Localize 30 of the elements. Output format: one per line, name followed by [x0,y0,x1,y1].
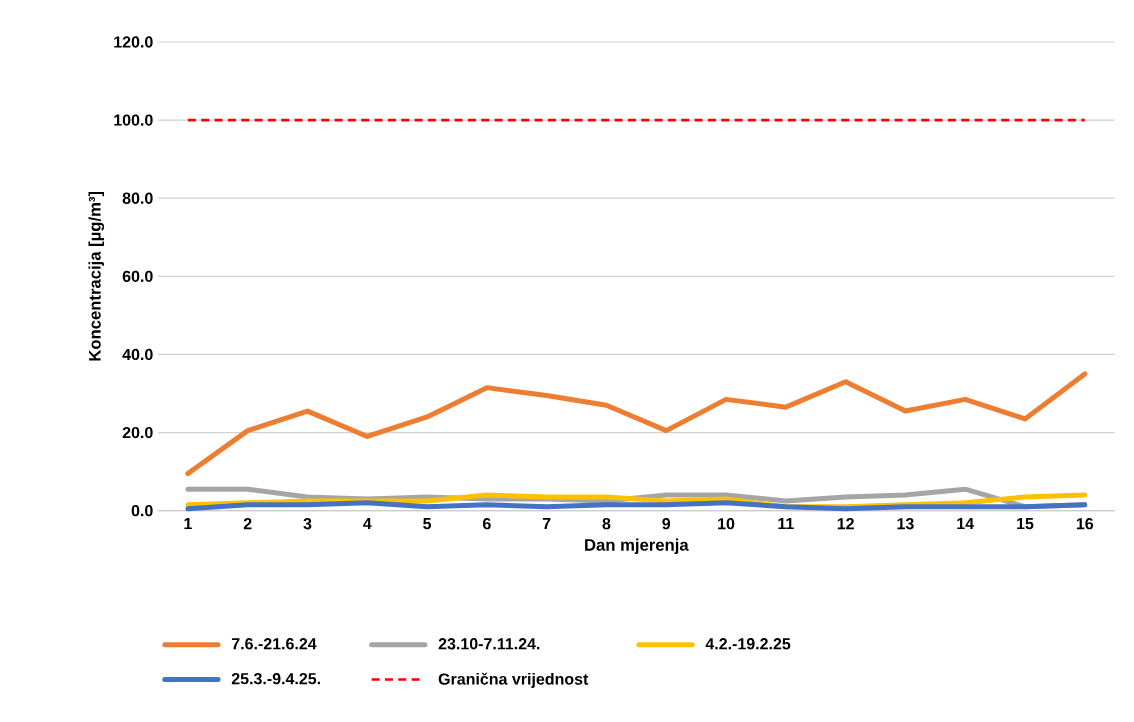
legend-label: 23.10-7.11.24. [438,638,540,650]
x-tick-label: 4 [363,518,372,530]
legend-label: 7.6.-21.6.24 [231,638,317,650]
x-tick-label: 2 [243,518,252,530]
x-tick-label: 11 [778,518,794,530]
x-tick-label: 16 [1076,518,1094,530]
x-tick-label: 6 [483,518,491,530]
y-tick-label: 0.0 [131,505,153,517]
legend-label: 25.3.-9.4.25. [231,673,321,685]
x-tick-label: 10 [718,518,735,530]
x-tick-label: 7 [542,518,551,530]
y-tick-label: 60.0 [122,270,153,282]
x-tick-label: 13 [897,518,914,530]
legend-label: 4.2.-19.2.25 [705,638,791,650]
x-tick-label: 9 [662,518,671,530]
y-tick-label: 100.0 [114,114,153,126]
x-tick-label: 15 [1017,518,1034,530]
y-axis-title: Koncentracija [µg/m³] [88,191,105,361]
x-axis-title: Dan mjerenja [585,538,689,555]
x-tick-label: 14 [957,518,974,530]
x-tick-label: 1 [184,518,192,530]
x-tick-label: 3 [303,518,312,530]
x-tick-label: 8 [602,518,611,530]
y-tick-label: 120.0 [114,36,153,48]
x-tick-label: 12 [837,518,854,530]
x-tick-label: 5 [423,518,432,530]
y-tick-label: 80.0 [122,192,153,204]
legend-label: Granična vrijednost [438,672,589,688]
y-tick-label: 40.0 [122,348,153,361]
y-tick-label: 20.0 [122,426,153,439]
